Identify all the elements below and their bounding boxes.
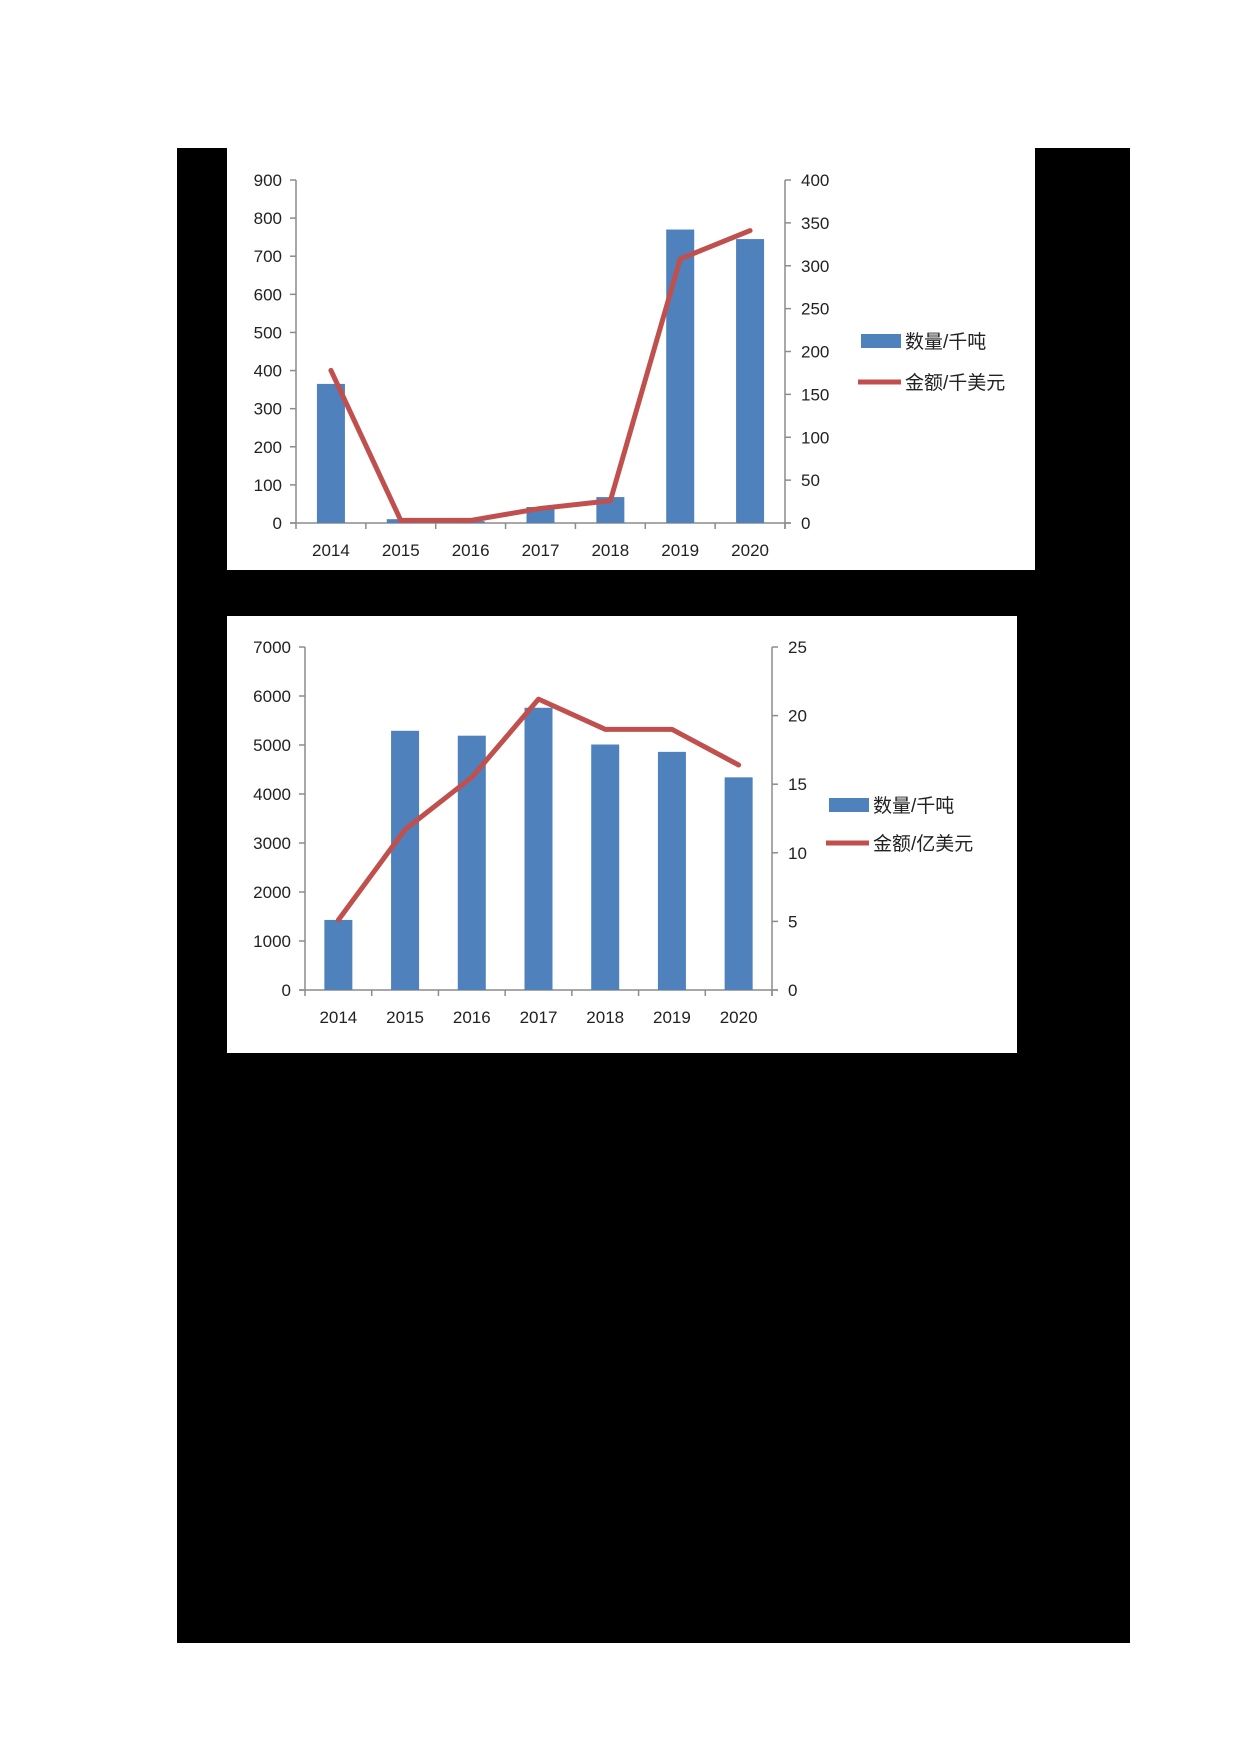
right-axis-tick-label: 250 [801, 300, 829, 319]
right-axis-tick-label: 0 [801, 514, 810, 533]
left-axis-tick-label: 3000 [253, 834, 291, 853]
x-axis-category-label: 2018 [586, 1008, 624, 1027]
right-axis-tick-label: 20 [788, 707, 807, 726]
left-axis-tick-label: 6000 [253, 687, 291, 706]
right-axis-tick-label: 300 [801, 257, 829, 276]
left-axis-tick-label: 1000 [253, 932, 291, 951]
legend-label-amount: 金额/亿美元 [873, 833, 973, 855]
legend-label-quantity: 数量/千吨 [905, 331, 986, 353]
bar-quantity [724, 777, 753, 990]
left-axis-tick-label: 400 [254, 362, 282, 381]
legend-bar-swatch [861, 334, 901, 348]
left-axis-tick-label: 500 [254, 323, 282, 342]
right-axis-tick-label: 200 [801, 343, 829, 362]
bar-quantity [391, 730, 420, 990]
x-axis-category-label: 2014 [312, 541, 350, 560]
bar-quantity [657, 751, 686, 990]
line-amount [335, 696, 742, 923]
bar-quantity [591, 744, 620, 990]
left-axis-tick-label: 600 [254, 285, 282, 304]
x-axis-category-label: 2020 [720, 1008, 758, 1027]
right-axis-tick-label: 25 [788, 638, 807, 657]
left-axis-tick-label: 2000 [253, 883, 291, 902]
right-axis-tick-label: 350 [801, 214, 829, 233]
right-axis-tick-label: 5 [788, 912, 797, 931]
x-axis-category-label: 2018 [591, 541, 629, 560]
chart-import-small: 0 100 200 300 400 500 600 700 800 900 0 50 100 150 200… [227, 148, 1035, 570]
x-axis-category-label: 2014 [319, 1008, 357, 1027]
left-axis-tick-label: 0 [282, 981, 291, 1000]
left-axis-tick-label: 300 [254, 400, 282, 419]
bar-quantity [736, 239, 765, 524]
x-axis-category-label: 2017 [520, 1008, 558, 1027]
x-axis-category-label: 2020 [731, 541, 769, 560]
x-axis-category-label: 2015 [386, 1008, 424, 1027]
x-axis-category-label: 2016 [452, 541, 490, 560]
left-axis-tick-label: 4000 [253, 785, 291, 804]
legend-label-amount: 金额/千美元 [905, 372, 1005, 394]
x-axis-category-label: 2017 [522, 541, 560, 560]
right-axis-tick-label: 10 [788, 844, 807, 863]
line-amount [328, 228, 753, 523]
combo-chart-2: 0 1000 2000 3000 4000 5000 6000 7000 0 5 10 15 20 25 2… [253, 638, 973, 1027]
left-axis-tick-label: 100 [254, 476, 282, 495]
right-axis-tick-label: 50 [801, 471, 820, 490]
bar-quantity [316, 383, 345, 523]
right-axis-tick-label: 150 [801, 385, 829, 404]
x-axis-category-label: 2019 [653, 1008, 691, 1027]
x-axis-category-label: 2015 [382, 541, 420, 560]
left-axis-tick-label: 200 [254, 438, 282, 457]
left-axis-tick-label: 5000 [253, 736, 291, 755]
right-axis-tick-label: 15 [788, 775, 807, 794]
right-axis-tick-label: 100 [801, 428, 829, 447]
x-axis-category-label: 2016 [453, 1008, 491, 1027]
left-axis-tick-label: 700 [254, 247, 282, 266]
legend-label-quantity: 数量/千吨 [873, 795, 954, 817]
bar-quantity [524, 707, 553, 990]
left-axis-tick-label: 900 [254, 171, 282, 190]
legend-bar-swatch [829, 798, 869, 812]
left-axis-tick-label: 0 [273, 514, 282, 533]
bar-quantity [324, 919, 353, 990]
combo-chart-1: 0 100 200 300 400 500 600 700 800 900 0 50 100 150 200… [254, 171, 1006, 560]
left-axis-tick-label: 7000 [253, 638, 291, 657]
left-axis-tick-label: 800 [254, 209, 282, 228]
right-axis-tick-label: 0 [788, 981, 797, 1000]
bar-quantity [666, 229, 695, 523]
x-axis-category-label: 2019 [661, 541, 699, 560]
chart-import-large: 0 1000 2000 3000 4000 5000 6000 7000 0 5 10 15 20 25 2… [227, 616, 1017, 1053]
right-axis-tick-label: 400 [801, 171, 829, 190]
